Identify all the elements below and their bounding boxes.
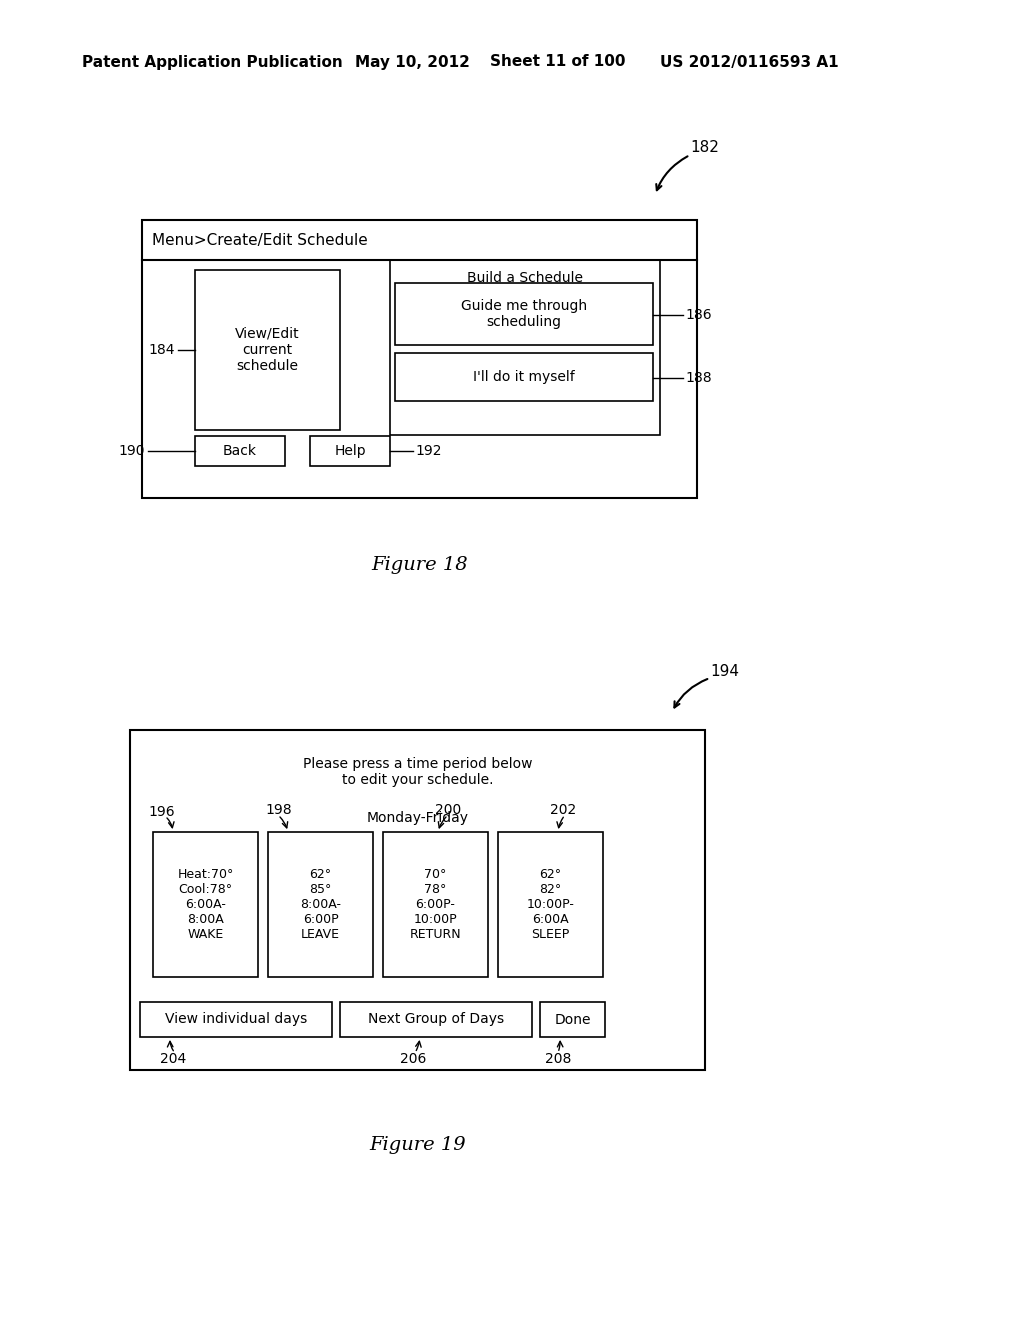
Bar: [140, 1002, 332, 1038]
Text: 204: 204: [160, 1052, 186, 1067]
Text: Guide me through
scheduling: Guide me through scheduling: [461, 298, 587, 329]
Text: 206: 206: [400, 1052, 426, 1067]
Bar: [153, 832, 258, 977]
Bar: [268, 832, 373, 977]
Text: Done: Done: [554, 1012, 591, 1027]
Bar: [340, 1002, 532, 1038]
Text: 188: 188: [685, 371, 712, 385]
Text: Next Group of Days: Next Group of Days: [368, 1012, 504, 1027]
Text: 198: 198: [265, 803, 292, 817]
Text: 186: 186: [685, 308, 712, 322]
Text: US 2012/0116593 A1: US 2012/0116593 A1: [660, 54, 839, 70]
Text: 196: 196: [148, 805, 175, 818]
Bar: [395, 352, 653, 401]
Text: 200: 200: [435, 803, 461, 817]
Text: 62°
82°
10:00P-
6:00A
SLEEP: 62° 82° 10:00P- 6:00A SLEEP: [526, 869, 574, 941]
Text: Back: Back: [223, 444, 257, 458]
Bar: [540, 1002, 605, 1038]
Text: 62°
85°
8:00A-
6:00P
LEAVE: 62° 85° 8:00A- 6:00P LEAVE: [300, 869, 341, 941]
Bar: [142, 220, 697, 498]
Text: 194: 194: [710, 664, 739, 680]
Bar: [195, 271, 340, 430]
Bar: [383, 832, 488, 977]
Text: Menu>Create/Edit Schedule: Menu>Create/Edit Schedule: [152, 232, 368, 248]
Text: Figure 18: Figure 18: [371, 556, 468, 574]
Text: Build a Schedule: Build a Schedule: [467, 271, 583, 285]
Text: Help: Help: [334, 444, 366, 458]
Text: View/Edit
current
schedule: View/Edit current schedule: [236, 327, 300, 374]
Text: 192: 192: [415, 444, 441, 458]
Bar: [390, 260, 660, 436]
Bar: [498, 832, 603, 977]
Text: Patent Application Publication: Patent Application Publication: [82, 54, 343, 70]
Text: May 10, 2012: May 10, 2012: [355, 54, 470, 70]
Text: Figure 19: Figure 19: [370, 1137, 466, 1154]
Text: 182: 182: [690, 140, 719, 156]
Text: Monday-Friday: Monday-Friday: [367, 810, 469, 825]
Text: I'll do it myself: I'll do it myself: [473, 370, 574, 384]
Text: 184: 184: [148, 343, 174, 356]
Text: 70°
78°
6:00P-
10:00P
RETURN: 70° 78° 6:00P- 10:00P RETURN: [410, 869, 462, 941]
Text: Please press a time period below
to edit your schedule.: Please press a time period below to edit…: [303, 756, 532, 787]
Text: 208: 208: [545, 1052, 571, 1067]
Text: Sheet 11 of 100: Sheet 11 of 100: [490, 54, 626, 70]
Text: 190: 190: [118, 444, 144, 458]
Bar: [395, 282, 653, 345]
Text: View individual days: View individual days: [165, 1012, 307, 1027]
Bar: [195, 436, 285, 466]
Bar: [310, 436, 390, 466]
Bar: [130, 730, 705, 1071]
Text: 202: 202: [550, 803, 577, 817]
Text: Heat:70°
Cool:78°
6:00A-
8:00A
WAKE: Heat:70° Cool:78° 6:00A- 8:00A WAKE: [177, 869, 233, 941]
